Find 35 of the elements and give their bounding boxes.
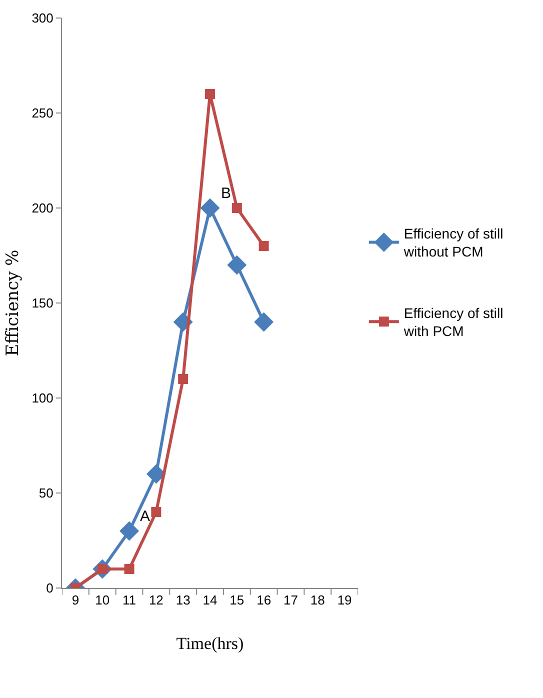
y-tick-label: 300 (32, 10, 54, 26)
x-tick-label: 14 (202, 592, 218, 608)
y-tick-label: 150 (32, 296, 54, 311)
y-tick-label: 250 (32, 106, 54, 121)
point (205, 89, 215, 99)
x-axis-title: Time(hrs) (176, 634, 244, 653)
point (151, 507, 162, 517)
x-tick-label: 19 (337, 592, 352, 608)
y-tick-label: 200 (32, 200, 54, 216)
x-tick-label: 18 (310, 592, 325, 608)
y-tick-label: 50 (38, 486, 54, 501)
point (200, 198, 220, 218)
x-tick-label: 11 (122, 592, 136, 608)
point (124, 564, 134, 574)
point (178, 374, 188, 384)
y-tick-label: 0 (46, 580, 54, 596)
x-tick-label: 15 (230, 592, 244, 608)
annotation: B (221, 185, 232, 202)
point (120, 521, 140, 541)
x-tick-label: 10 (95, 592, 110, 608)
x-tick-label: 13 (176, 592, 190, 608)
y-axis-title: Efficiency % (3, 250, 23, 356)
y-tick-label: 100 (32, 390, 54, 406)
x-tick-label: 17 (283, 592, 298, 608)
x-tick-label: 16 (256, 592, 272, 608)
x-tick-label: 12 (148, 592, 164, 608)
point (258, 241, 269, 251)
legend-label: Efficiency of still without PCM (402, 226, 504, 260)
annotation: A (140, 508, 150, 525)
x-tick-label: 9 (72, 592, 80, 608)
point (232, 203, 242, 213)
legend-label: Efficiency of still with PCM (402, 304, 504, 340)
point (146, 464, 166, 484)
point (254, 312, 274, 332)
point (227, 255, 247, 275)
